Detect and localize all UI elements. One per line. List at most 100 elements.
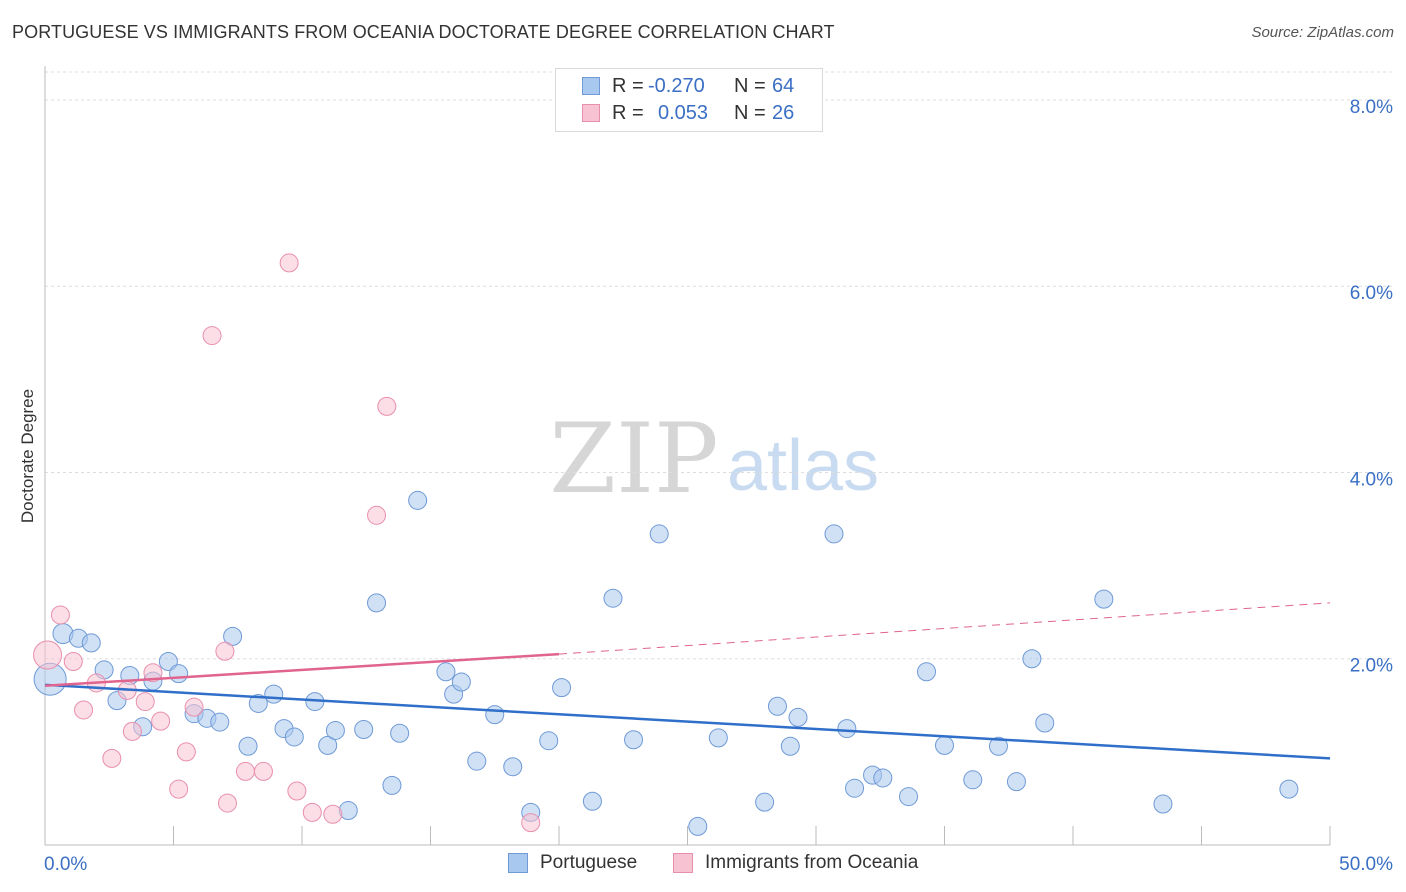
r-label: R = — [612, 102, 644, 124]
oceania-point — [143, 663, 163, 683]
portuguese-point — [1035, 713, 1055, 733]
portuguese-point — [688, 816, 708, 836]
portuguese-point — [390, 723, 410, 743]
portuguese-point — [367, 593, 387, 613]
oceania-point — [102, 748, 122, 768]
portuguese-point — [780, 736, 800, 756]
portuguese-point — [582, 791, 602, 811]
y-tick-label: 6.0% — [1350, 283, 1393, 304]
portuguese-point — [210, 712, 230, 732]
portuguese-point — [318, 735, 338, 755]
portuguese-point — [1153, 794, 1173, 814]
oceania-point — [184, 697, 204, 717]
portuguese-point — [845, 778, 865, 798]
portuguese-point — [408, 490, 428, 510]
portuguese-point — [649, 524, 669, 544]
portuguese-point — [354, 720, 374, 740]
portuguese-point — [873, 768, 893, 788]
watermark-atlas: atlas — [727, 426, 879, 506]
portuguese-point — [963, 770, 983, 790]
oceania-point — [33, 640, 63, 670]
portuguese-point — [1022, 649, 1042, 669]
x-tick-label-max: 50.0% — [1339, 854, 1393, 875]
y-tick-label: 2.0% — [1350, 656, 1393, 677]
portuguese-point — [1006, 772, 1026, 792]
oceania-trend-extension — [558, 602, 1331, 655]
portuguese-point — [899, 787, 919, 807]
portuguese-point — [708, 728, 728, 748]
oceania-point — [135, 692, 155, 712]
oceania-point — [176, 742, 196, 762]
oceania-point — [74, 700, 94, 720]
portuguese-point — [503, 757, 523, 777]
oceania-point — [151, 711, 171, 731]
stats-legend: R = -0.270 N = 64 R = 0.053 N = 26 — [555, 68, 823, 132]
oceania-point — [215, 641, 235, 661]
portuguese-point — [1094, 589, 1114, 609]
portuguese-point — [755, 792, 775, 812]
portuguese-point — [451, 672, 471, 692]
portuguese-point — [539, 731, 559, 751]
portuguese-point — [917, 662, 937, 682]
x-tick-label-min: 0.0% — [44, 854, 87, 875]
oceania-point — [217, 793, 237, 813]
n-label: N = — [734, 75, 766, 97]
portuguese-point — [1279, 779, 1299, 799]
oceania-point — [122, 721, 142, 741]
portuguese-point — [552, 678, 572, 698]
oceania-point — [169, 779, 189, 799]
portuguese-point — [158, 652, 178, 672]
portuguese-point — [436, 662, 456, 682]
portuguese-point — [382, 775, 402, 795]
r-value: -0.270 — [648, 75, 705, 97]
chart-title: PORTUGUESE VS IMMIGRANTS FROM OCEANIA DO… — [12, 22, 835, 42]
r-value: 0.053 — [658, 102, 709, 124]
oceania-point — [323, 804, 343, 824]
oceania-point — [521, 813, 541, 833]
oceania-point — [235, 761, 255, 781]
portuguese-point — [788, 707, 808, 727]
portuguese-point — [284, 727, 304, 747]
portuguese-point — [988, 736, 1008, 756]
portuguese-point — [325, 720, 345, 740]
n-label: N = — [734, 102, 766, 124]
portuguese-point — [81, 633, 101, 653]
portuguese-point — [467, 751, 487, 771]
portuguese-legend-icon — [508, 853, 528, 873]
oceania-point — [202, 326, 222, 346]
watermark-zip: ZIP — [549, 403, 718, 515]
portuguese-point — [223, 626, 243, 646]
oceania-legend-label: Immigrants from Oceania — [705, 852, 919, 873]
portuguese-point — [824, 524, 844, 544]
portuguese-legend-label: Portuguese — [540, 852, 638, 873]
oceania-swatch-icon — [582, 104, 600, 122]
portuguese-trend-line — [44, 683, 1331, 760]
oceania-point — [279, 253, 299, 273]
oceania-point — [253, 761, 273, 781]
portuguese-point — [238, 736, 258, 756]
y-tick-label: 4.0% — [1350, 469, 1393, 490]
portuguese-point — [603, 588, 623, 608]
portuguese-point — [767, 696, 787, 716]
portuguese-point — [485, 705, 505, 725]
oceania-point — [63, 652, 83, 672]
portuguese-point — [837, 719, 857, 739]
oceania-trend-line — [44, 652, 560, 687]
n-value: 26 — [772, 102, 795, 124]
oceania-legend-icon — [673, 853, 693, 873]
portuguese-point — [624, 730, 644, 750]
portuguese-point — [935, 735, 954, 755]
portuguese-point — [264, 684, 284, 704]
oceania-point — [302, 802, 322, 822]
oceania-point — [367, 505, 387, 525]
oceania-point — [377, 396, 397, 416]
portuguese-point — [169, 664, 189, 684]
portuguese-point — [248, 693, 268, 713]
oceania-point — [50, 605, 70, 625]
source-label: Source: ZipAtlas.com — [1251, 24, 1394, 41]
oceania-point — [287, 781, 307, 801]
y-tick-label: 8.0% — [1350, 97, 1393, 118]
r-label: R = — [612, 75, 644, 97]
n-value: 64 — [772, 75, 795, 97]
